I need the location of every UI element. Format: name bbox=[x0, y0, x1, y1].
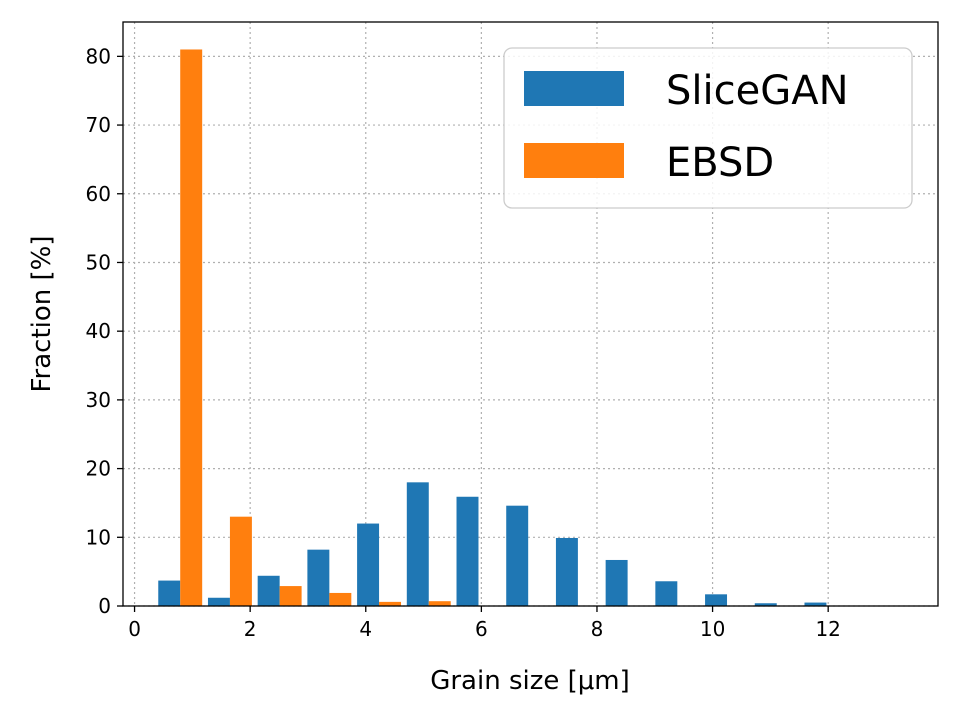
bar-ebsd bbox=[180, 49, 203, 606]
bar-slicegan bbox=[506, 505, 529, 606]
x-tick-label: 4 bbox=[359, 617, 372, 641]
bar-slicegan bbox=[456, 496, 479, 606]
bar-ebsd bbox=[379, 601, 402, 606]
legend-label-ebsd: EBSD bbox=[666, 140, 774, 186]
x-axis-label: Grain size [μm] bbox=[430, 666, 630, 696]
bar-slicegan bbox=[357, 523, 380, 606]
x-tick-label: 2 bbox=[244, 617, 257, 641]
bar-slicegan bbox=[655, 581, 678, 606]
x-tick-label: 8 bbox=[591, 617, 604, 641]
grid bbox=[123, 22, 938, 607]
x-tick-label: 0 bbox=[128, 617, 141, 641]
legend: SliceGAN EBSD bbox=[503, 47, 913, 209]
bar-ebsd bbox=[329, 592, 352, 606]
legend-label-slicegan: SliceGAN bbox=[666, 68, 849, 114]
bar-slicegan bbox=[307, 549, 330, 606]
bar-slicegan bbox=[257, 575, 280, 606]
bar-ebsd bbox=[279, 586, 302, 606]
plot-frame bbox=[122, 21, 939, 607]
legend-swatch-slicegan bbox=[524, 71, 624, 106]
bar-slicegan bbox=[555, 537, 578, 606]
x-tick-label: 12 bbox=[815, 617, 840, 641]
bar-slicegan bbox=[705, 594, 728, 606]
y-tick-label: 60 bbox=[86, 182, 111, 206]
y-tick-label: 30 bbox=[86, 388, 111, 412]
bar-ebsd bbox=[229, 516, 252, 606]
bar-slicegan bbox=[754, 603, 777, 606]
bar-slicegan bbox=[158, 580, 181, 606]
y-tick-label: 80 bbox=[86, 44, 111, 68]
bar-slicegan bbox=[804, 602, 827, 606]
y-tick-label: 10 bbox=[86, 525, 111, 549]
bar-ebsd bbox=[428, 601, 451, 606]
y-tick-label: 50 bbox=[86, 250, 111, 274]
y-axis-label: Fraction [%] bbox=[27, 235, 57, 392]
bar-slicegan bbox=[605, 559, 628, 606]
y-tick-label: 70 bbox=[86, 113, 111, 137]
y-tick-label: 40 bbox=[86, 319, 111, 343]
y-tick-label: 20 bbox=[86, 457, 111, 481]
x-tick-label: 6 bbox=[475, 617, 488, 641]
x-tick-label: 10 bbox=[700, 617, 725, 641]
bars bbox=[158, 49, 827, 606]
axis-ticks: 0 2 4 6 8 10 12 0 10 20 30 40 50 60 70 80 bbox=[86, 44, 841, 641]
bar-slicegan bbox=[406, 482, 429, 606]
y-tick-label: 0 bbox=[98, 594, 111, 618]
bar-slicegan bbox=[207, 597, 230, 606]
legend-swatch-ebsd bbox=[524, 143, 624, 178]
